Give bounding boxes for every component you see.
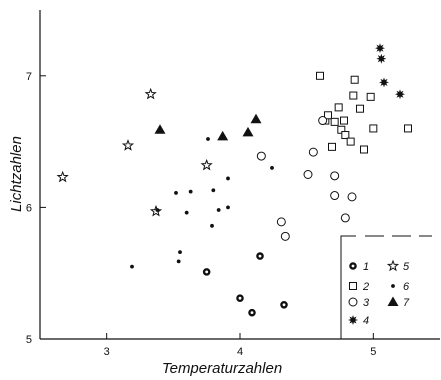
data-point <box>226 176 230 181</box>
tick-labels: 3 4 5 5 6 7 <box>26 71 377 358</box>
data-point <box>366 92 375 101</box>
data-point <box>188 189 193 194</box>
data-point <box>346 137 355 146</box>
legend-marker <box>348 297 358 307</box>
legend-marker <box>387 296 399 306</box>
data-point <box>350 75 359 84</box>
data-point <box>242 126 254 137</box>
data-points <box>56 43 412 317</box>
data-point <box>256 252 264 260</box>
data-point <box>200 158 213 171</box>
data-point <box>303 170 313 179</box>
data-point <box>276 217 286 227</box>
data-point <box>211 188 216 193</box>
data-point <box>144 87 157 100</box>
data-point <box>184 210 189 215</box>
data-point <box>360 145 368 154</box>
axis-ticks <box>40 75 374 340</box>
data-point <box>330 117 339 126</box>
data-point <box>236 294 244 303</box>
data-point <box>318 116 328 126</box>
data-point <box>155 208 160 212</box>
data-point <box>210 223 214 228</box>
data-point <box>404 124 412 133</box>
data-point <box>216 208 221 212</box>
y-tick-label: 6 <box>26 202 32 214</box>
legend-item-7: 7 <box>387 296 410 309</box>
data-point <box>324 111 332 120</box>
legend-marker <box>391 284 395 288</box>
legend-item-3: 3 <box>348 297 370 309</box>
data-point <box>176 259 181 264</box>
data-point <box>330 191 340 201</box>
series-3 <box>256 116 357 241</box>
x-tick-label: 3 <box>104 346 110 358</box>
series-7 <box>154 113 262 141</box>
data-point <box>178 250 182 255</box>
legend-marker <box>349 282 357 290</box>
legend-label: 5 <box>403 261 410 273</box>
data-point <box>248 308 256 317</box>
data-point <box>316 71 324 80</box>
data-point <box>217 130 229 141</box>
legend-label: 2 <box>362 281 369 293</box>
legend-frame <box>340 235 432 339</box>
data-point <box>349 91 358 100</box>
legend: 1 2 3 4 5 6 7 <box>340 235 432 339</box>
data-point <box>226 205 230 210</box>
legend-label: 3 <box>363 297 370 309</box>
data-point <box>347 192 357 202</box>
legend-marker <box>386 259 400 272</box>
legend-marker <box>348 315 358 325</box>
series-4 <box>375 43 405 100</box>
legend-item-4: 4 <box>348 315 369 327</box>
series-1 <box>202 252 288 317</box>
data-point <box>270 166 274 170</box>
data-point <box>379 77 389 88</box>
legend-marker <box>349 262 357 270</box>
data-point <box>356 104 364 113</box>
series-2 <box>316 71 412 154</box>
data-point <box>174 191 178 195</box>
data-point <box>202 268 211 276</box>
legend-label: 1 <box>363 261 369 273</box>
data-point <box>280 231 290 241</box>
series-6 <box>130 137 274 269</box>
data-point <box>334 103 343 112</box>
data-point <box>395 89 405 100</box>
data-point <box>375 43 385 54</box>
data-point <box>121 139 135 151</box>
y-tick-label: 7 <box>26 71 32 83</box>
data-point <box>341 131 350 140</box>
legend-label: 7 <box>403 297 410 309</box>
data-point <box>340 213 350 223</box>
data-point <box>340 116 348 125</box>
y-axis-title: Lichtzahlen <box>8 136 25 212</box>
data-point <box>130 264 134 269</box>
x-tick-label: 5 <box>370 346 376 358</box>
data-point <box>308 147 318 157</box>
legend-item-5: 5 <box>386 259 410 273</box>
legend-item-6: 6 <box>391 281 410 293</box>
data-point <box>250 113 262 124</box>
data-point <box>330 171 340 181</box>
data-point <box>206 137 210 141</box>
data-point <box>56 170 69 183</box>
data-point <box>256 151 266 161</box>
x-tick-label: 4 <box>237 346 243 358</box>
legend-item-2: 2 <box>349 281 369 293</box>
legend-label: 4 <box>363 315 369 327</box>
series-5 <box>56 87 213 217</box>
y-tick-label: 5 <box>26 334 32 346</box>
data-point <box>376 53 387 64</box>
data-point <box>154 124 166 134</box>
x-axis-title: Temperaturzahlen <box>162 360 282 377</box>
legend-item-1: 1 <box>349 261 369 273</box>
legend-label: 6 <box>403 281 410 293</box>
data-point <box>280 300 288 309</box>
data-point <box>369 124 378 133</box>
data-point <box>328 142 336 151</box>
